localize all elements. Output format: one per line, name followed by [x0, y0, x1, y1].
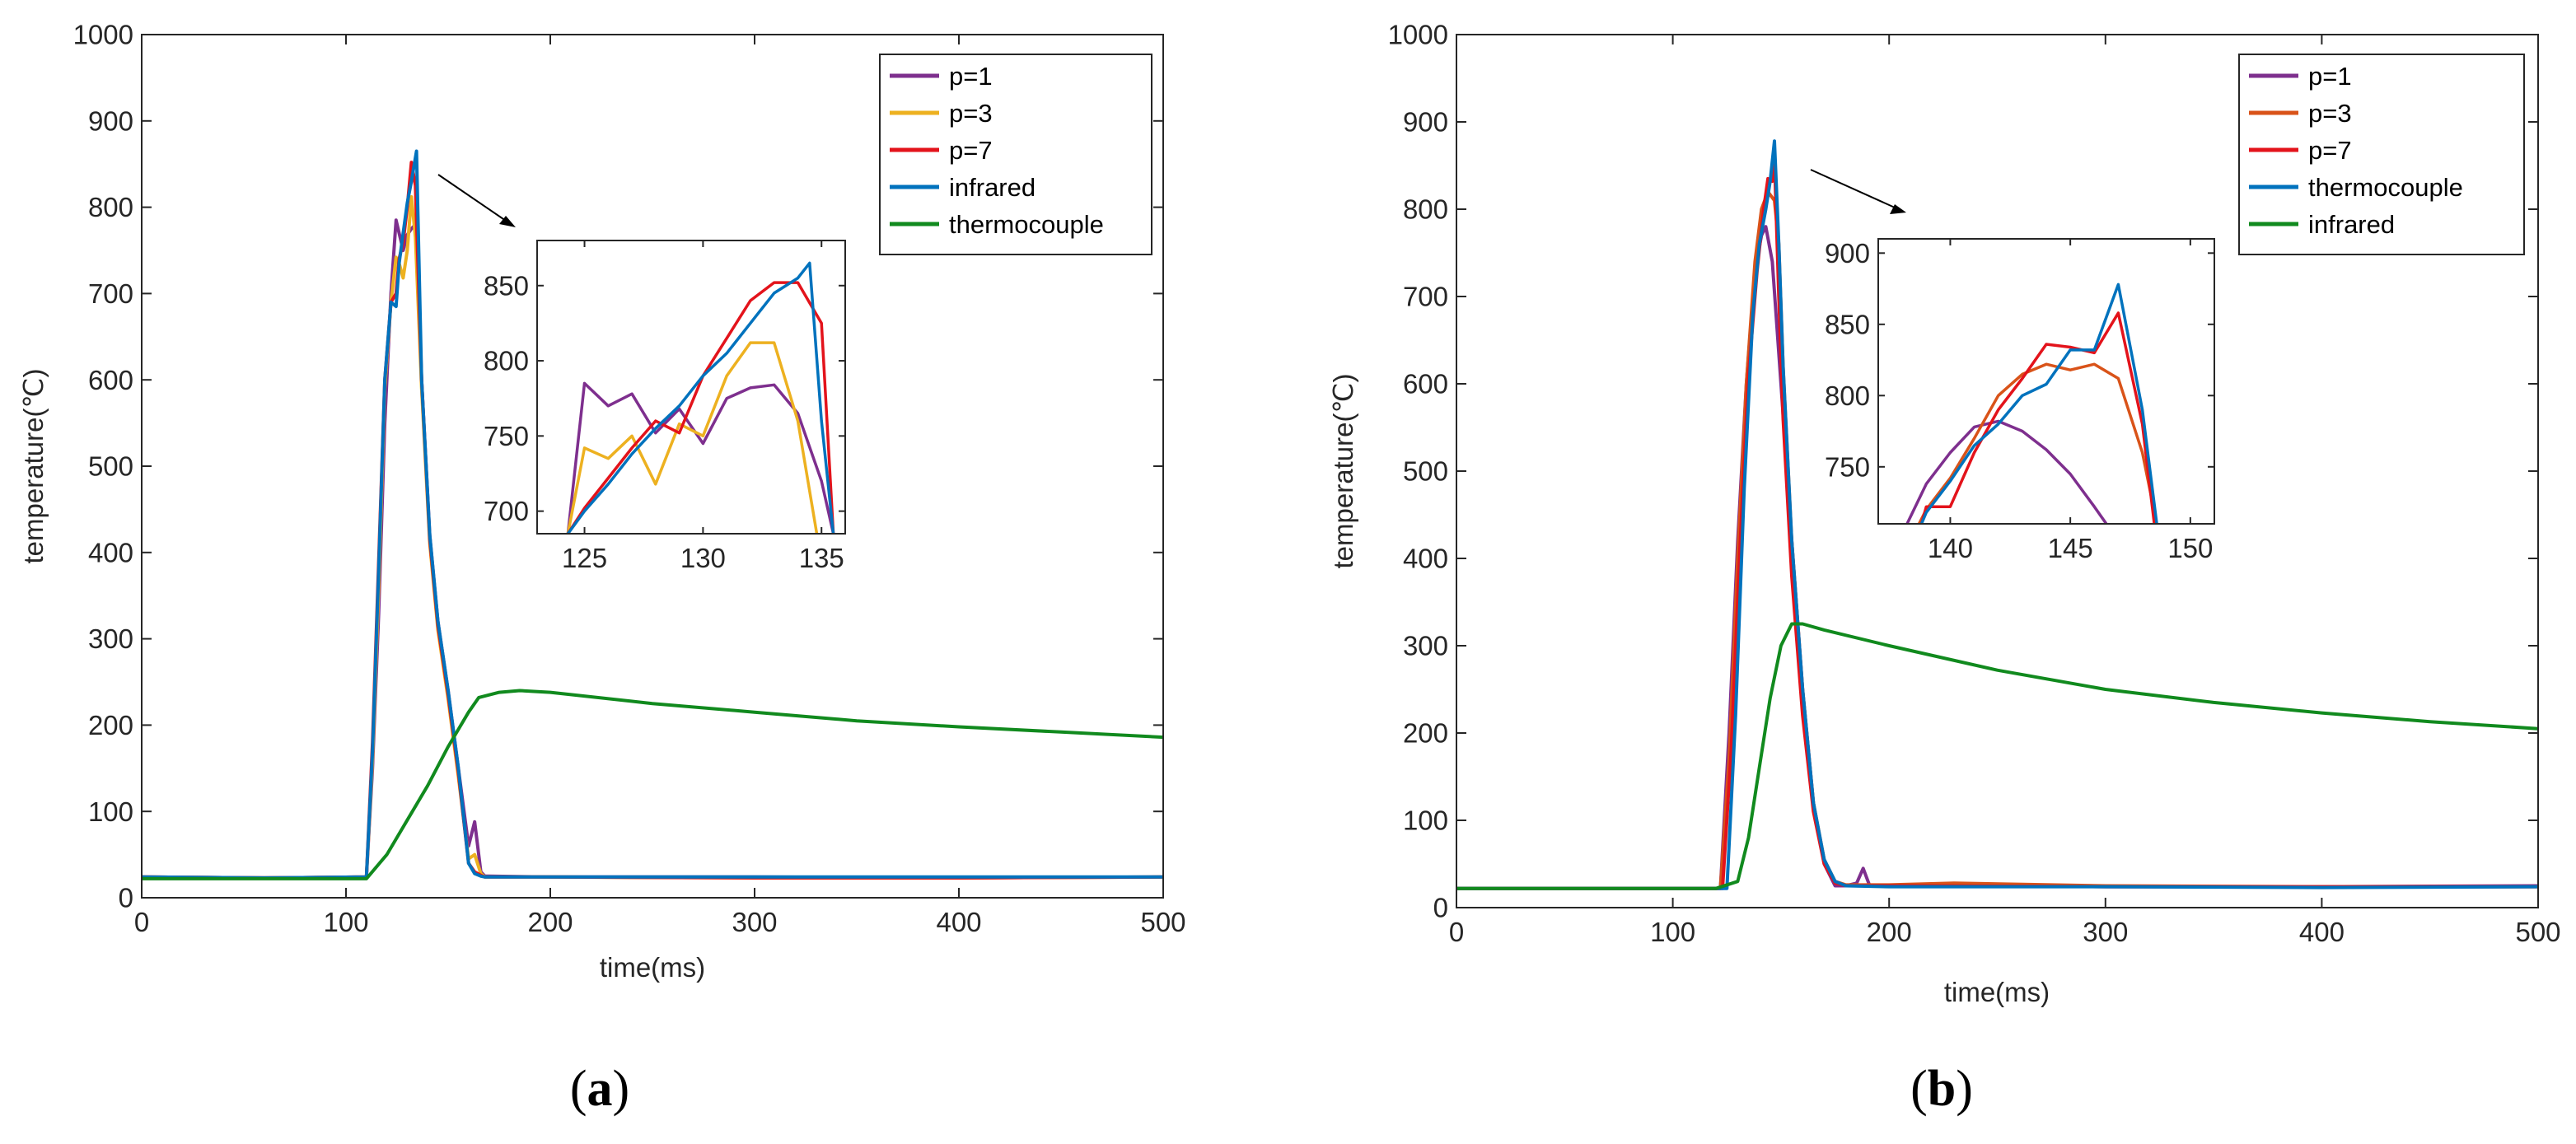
inset-pointer-arrow	[1810, 169, 1906, 214]
inset-x-tick-label: 145	[2048, 533, 2093, 563]
inset-y-tick-label: 750	[1825, 451, 1870, 482]
inset-y-tick-label: 850	[1825, 309, 1870, 339]
inset-x-tick-label: 135	[799, 543, 844, 573]
legend-entry-label: p=7	[949, 136, 993, 165]
inset-frame	[536, 240, 846, 535]
legend-entry-label: infrared	[949, 173, 1036, 202]
inset-y-tick-label: 800	[1825, 381, 1870, 411]
legend-entry-label: p=1	[949, 62, 993, 91]
inset: 125 130 135 700 750 800 850	[484, 240, 846, 573]
y-tick-label: 300	[88, 623, 133, 654]
legend-entry-label: p=1	[2308, 62, 2352, 91]
series-line-p1	[566, 381, 835, 534]
y-tick-label: 600	[1403, 369, 1448, 399]
y-tick-label: 1000	[1388, 20, 1448, 50]
y-tick-label: 100	[1403, 805, 1448, 836]
inset-y-tick-label: 700	[484, 496, 529, 526]
y-tick-label: 700	[88, 278, 133, 309]
legend: p=1 p=3 p=7 thermocouple infrared	[2238, 54, 2525, 255]
series-line-thermocouple	[142, 689, 1163, 880]
y-tick-label: 0	[1433, 893, 1448, 923]
y-axis-label: temperature(℃)	[1328, 374, 1358, 569]
x-tick-label: 300	[2083, 917, 2128, 947]
x-tick-label: 100	[1650, 917, 1695, 947]
y-tick-label: 600	[88, 365, 133, 395]
legend-box	[879, 54, 1152, 255]
series-line-thermocouple	[1456, 139, 2538, 890]
x-axis-label: time(ms)	[1944, 977, 2050, 1007]
y-tick-label: 500	[1403, 456, 1448, 487]
y-tick-label: 900	[1403, 107, 1448, 138]
y-tick-label: 800	[88, 192, 133, 222]
x-tick-label: 300	[732, 907, 777, 937]
inset-y-tick-label: 800	[484, 346, 529, 376]
series-line-infrared	[1456, 622, 2538, 890]
inset-y-tick-label: 750	[484, 421, 529, 451]
inset-area	[1878, 239, 2214, 524]
x-tick-label: 200	[1867, 917, 1912, 947]
x-tick-label: 200	[527, 907, 573, 937]
y-tick-label: 1000	[73, 20, 133, 50]
inset-x-tick-label: 125	[562, 543, 607, 573]
series-line-p1	[1905, 419, 2108, 524]
series-line-p3	[1917, 362, 2158, 524]
inset-pointer-arrow	[437, 174, 516, 227]
legend-entry-label: p=7	[2308, 136, 2352, 165]
legend-entry-label: infrared	[2308, 210, 2395, 239]
y-tick-label: 200	[1403, 718, 1448, 749]
inset: 140 145 150 750 800 850 900	[1825, 238, 2215, 563]
legend-entry-label: p=3	[2308, 99, 2352, 128]
chart-panel-a: 0 100 200 300 400 500 0 100 200 300 400 500 600 700 80…	[18, 20, 1186, 1117]
y-tick-label: 0	[119, 883, 133, 913]
y-tick-label: 700	[1403, 282, 1448, 312]
x-tick-label: 0	[134, 907, 149, 937]
x-tick-label: 0	[1449, 917, 1464, 947]
x-axis-label: time(ms)	[600, 952, 705, 983]
y-tick-label: 100	[88, 796, 133, 827]
series-line-infrared	[566, 261, 835, 534]
legend-entry-label: p=3	[949, 99, 993, 128]
y-axis-label: temperature(℃)	[18, 369, 49, 564]
y-tick-label: 400	[1403, 544, 1448, 574]
inset-x-tick-label: 140	[1928, 533, 1973, 563]
chart-panel-b: 0 100 200 300 400 500 0 100 200 300 400 500 600 700 80…	[1328, 20, 2561, 1117]
y-tick-label: 800	[1403, 194, 1448, 225]
series-line-p7	[1919, 311, 2156, 524]
y-tick-label: 400	[88, 537, 133, 567]
y-tick-label: 900	[88, 105, 133, 136]
y-tick-label: 500	[88, 451, 133, 482]
inset-x-tick-label: 130	[680, 543, 726, 573]
panel-label-a: (a)	[570, 1061, 629, 1117]
x-tick-label: 100	[323, 907, 368, 937]
legend-box	[2238, 54, 2525, 255]
panel-label-b: (b)	[1910, 1061, 1973, 1117]
inset-frame	[1877, 238, 2215, 525]
inset-y-tick-label: 850	[484, 270, 529, 301]
y-tick-label: 200	[88, 710, 133, 740]
legend: p=1 p=3 p=7 infrared thermocouple	[879, 54, 1152, 255]
x-tick-label: 500	[2515, 917, 2560, 947]
x-tick-label: 400	[2299, 917, 2345, 947]
legend-entry-label: thermocouple	[2308, 173, 2463, 202]
series-line-p3	[566, 341, 819, 534]
series-line-infrared	[142, 149, 1163, 880]
legend-entry-label: thermocouple	[949, 210, 1104, 239]
y-tick-label: 300	[1403, 631, 1448, 661]
x-tick-label: 400	[936, 907, 981, 937]
inset-y-tick-label: 900	[1825, 238, 1870, 268]
x-tick-label: 500	[1140, 907, 1185, 937]
series-line-thermocouple	[1919, 282, 2158, 524]
inset-x-tick-label: 150	[2167, 533, 2213, 563]
